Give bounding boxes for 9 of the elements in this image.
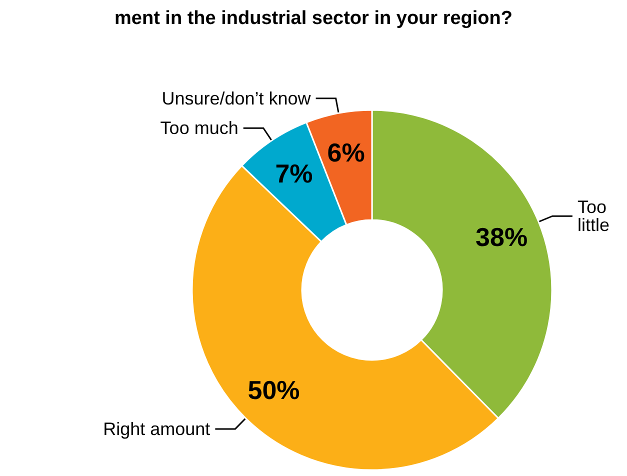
data-label: 50% — [248, 374, 300, 405]
slice-label: Unsure/don’t know — [162, 88, 312, 108]
data-label: 6% — [327, 137, 365, 168]
data-label: 38% — [476, 222, 528, 252]
data-label: 7% — [275, 158, 313, 189]
chart-title: ment in the industrial sector in your region? — [114, 8, 512, 29]
slice-label: Too little — [577, 197, 612, 236]
slice-label: Right amount — [103, 418, 210, 439]
slice-label: Too much — [160, 118, 238, 138]
